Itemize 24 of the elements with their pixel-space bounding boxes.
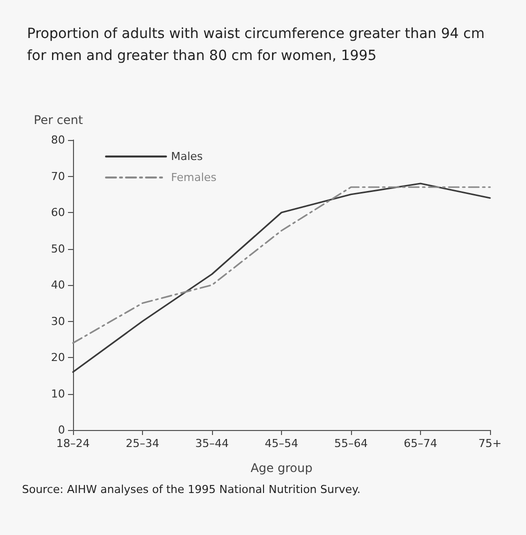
y-tick-label: 20 — [51, 351, 65, 364]
y-tick-label: 30 — [51, 314, 65, 328]
y-tick-label: 50 — [51, 242, 65, 256]
x-axis-title: Age group — [250, 461, 312, 475]
y-tick-label: 0 — [58, 424, 65, 436]
source-note: Source: AIHW analyses of the 1995 National Nutrition Survey. — [22, 483, 360, 496]
x-tick-label: 45–54 — [264, 437, 298, 450]
text: Females — [171, 171, 217, 184]
x-tick-label: 35–44 — [195, 437, 229, 450]
x-tick-label: 65–74 — [404, 437, 438, 450]
line-series — [72, 186, 491, 344]
x-tick-label: 25–34 — [126, 437, 160, 450]
x-tick-label: 75+ — [478, 437, 502, 450]
y-tick-label: 80 — [51, 134, 65, 146]
x-tick-label: 18–24 — [56, 437, 90, 450]
chart-title: Proportion of adults with waist circumference greater than 94 cm for men and greater than 80 cm for women, 1995 — [27, 26, 490, 64]
y-tick-label: 60 — [51, 206, 65, 219]
line-series — [72, 182, 491, 373]
x-tick-label: 55–64 — [334, 437, 368, 450]
y-tick-label: 10 — [51, 387, 65, 400]
y-tick-label: 70 — [51, 170, 65, 183]
y-tick-label: 40 — [51, 278, 65, 292]
y-axis-title: Per cent — [34, 113, 84, 127]
text: Males — [171, 150, 204, 163]
